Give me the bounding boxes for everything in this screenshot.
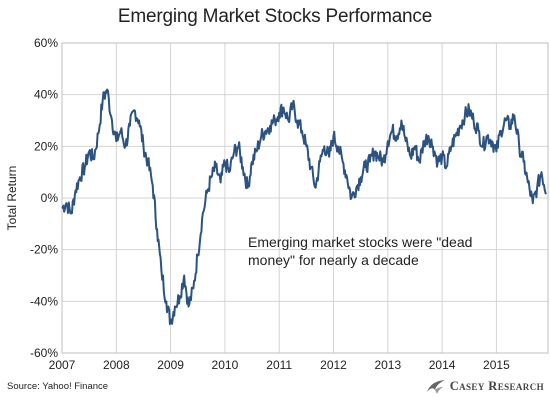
x-tick-label: 2012	[320, 358, 347, 372]
x-tick-label: 2008	[103, 358, 130, 372]
annotation-line: money" for nearly a decade	[248, 252, 419, 268]
annotation-line: Emerging market stocks were "dead	[248, 234, 472, 250]
x-tick-label: 2009	[157, 358, 184, 372]
chart-title: Emerging Market Stocks Performance	[117, 6, 433, 27]
grid	[61, 42, 548, 354]
annotation: Emerging market stocks were "dead money" …	[248, 234, 472, 268]
series-line	[61, 88, 547, 325]
x-tick-label: 2011	[266, 358, 292, 372]
y-tick-label: -20%	[30, 243, 58, 257]
x-axis-ticks: 2007 2008 2009 2010 2011 2012 2013 2014 2015	[49, 358, 510, 372]
y-tick-label: 20%	[34, 139, 58, 153]
source-note: Source: Yahoo! Finance	[7, 381, 109, 392]
y-tick-label: -60%	[30, 346, 58, 360]
y-tick-label: 60%	[34, 36, 58, 50]
y-tick-label: -40%	[30, 294, 58, 308]
casey-research-logo-icon	[426, 380, 445, 394]
x-tick-label: 2010	[212, 358, 239, 372]
x-tick-label: 2015	[483, 358, 510, 372]
x-tick-label: 2007	[49, 358, 76, 372]
y-axis-ticks: -60% -40% -20% 0% 20% 40% 60%	[30, 36, 58, 360]
x-tick-label: 2013	[374, 358, 401, 372]
x-tick-label: 2014	[429, 358, 456, 372]
brand-name: Casey Research	[449, 379, 544, 393]
y-tick-label: 0%	[41, 191, 59, 205]
y-axis-label: Total Return	[5, 166, 19, 231]
plot-area	[61, 42, 549, 354]
brand-logo: Casey Research	[426, 378, 544, 395]
y-tick-label: 40%	[34, 88, 58, 102]
